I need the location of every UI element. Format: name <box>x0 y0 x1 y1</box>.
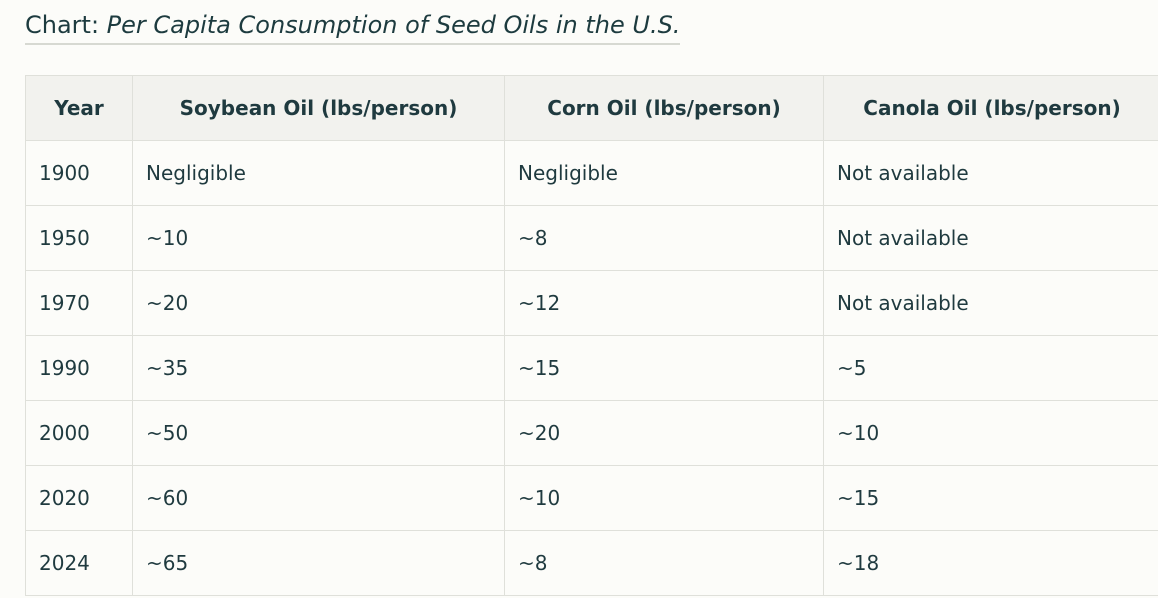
cell-corn: ~12 <box>504 270 824 336</box>
column-header-canola: Canola Oil (lbs/person) <box>823 75 1158 141</box>
table-row: 1900 Negligible Negligible Not available <box>25 140 1158 206</box>
cell-year: 2000 <box>25 400 133 466</box>
cell-corn: Negligible <box>504 140 824 206</box>
cell-soybean: ~65 <box>132 530 505 596</box>
column-header-year: Year <box>25 75 133 141</box>
cell-soybean: Negligible <box>132 140 505 206</box>
cell-year: 1900 <box>25 140 133 206</box>
cell-canola: ~10 <box>823 400 1158 466</box>
table-header-row: Year Soybean Oil (lbs/person) Corn Oil (… <box>25 75 1158 141</box>
table-row: 1970 ~20 ~12 Not available <box>25 270 1158 336</box>
table-row: 1950 ~10 ~8 Not available <box>25 205 1158 271</box>
cell-year: 2020 <box>25 465 133 531</box>
cell-canola: Not available <box>823 205 1158 271</box>
consumption-table: Year Soybean Oil (lbs/person) Corn Oil (… <box>25 75 1158 596</box>
cell-soybean: ~60 <box>132 465 505 531</box>
cell-corn: ~15 <box>504 335 824 401</box>
cell-corn: ~8 <box>504 205 824 271</box>
cell-year: 1990 <box>25 335 133 401</box>
cell-canola: ~15 <box>823 465 1158 531</box>
table-row: 2024 ~65 ~8 ~18 <box>25 530 1158 596</box>
table-row: 1990 ~35 ~15 ~5 <box>25 335 1158 401</box>
heading-prefix: Chart: <box>25 11 107 39</box>
cell-soybean: ~20 <box>132 270 505 336</box>
cell-corn: ~8 <box>504 530 824 596</box>
cell-soybean: ~35 <box>132 335 505 401</box>
cell-soybean: ~50 <box>132 400 505 466</box>
cell-corn: ~10 <box>504 465 824 531</box>
cell-canola: ~5 <box>823 335 1158 401</box>
heading-title: Per Capita Consumption of Seed Oils in t… <box>106 11 681 39</box>
column-header-corn: Corn Oil (lbs/person) <box>504 75 824 141</box>
cell-year: 1970 <box>25 270 133 336</box>
table-row: 2020 ~60 ~10 ~15 <box>25 465 1158 531</box>
cell-canola: Not available <box>823 140 1158 206</box>
cell-canola: ~18 <box>823 530 1158 596</box>
cell-year: 2024 <box>25 530 133 596</box>
cell-canola: Not available <box>823 270 1158 336</box>
chart-heading: Chart: Per Capita Consumption of Seed Oi… <box>25 8 681 45</box>
cell-year: 1950 <box>25 205 133 271</box>
column-header-soybean: Soybean Oil (lbs/person) <box>132 75 505 141</box>
table-row: 2000 ~50 ~20 ~10 <box>25 400 1158 466</box>
cell-corn: ~20 <box>504 400 824 466</box>
cell-soybean: ~10 <box>132 205 505 271</box>
